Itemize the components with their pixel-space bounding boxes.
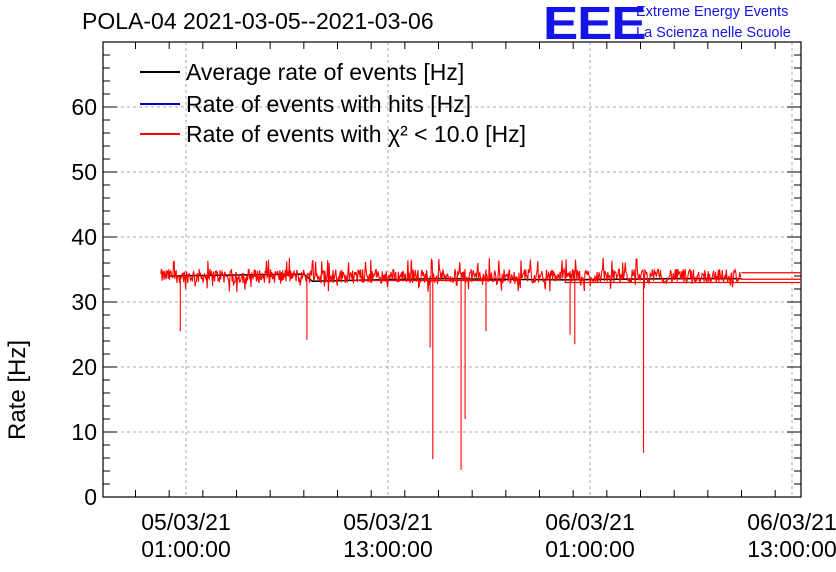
y-tick-label: 40 <box>71 224 97 250</box>
y-tick-label: 0 <box>84 484 97 510</box>
legend-label-2: Rate of events with χ² < 10.0 [Hz] <box>186 121 526 147</box>
logo-line-2: La Scienza nelle Scuole <box>636 25 791 41</box>
x-tick-label-date: 06/03/21 <box>747 509 836 535</box>
plot-frame <box>102 41 802 498</box>
chart-title: POLA-04 2021-03-05--2021-03-06 <box>82 8 434 34</box>
x-tick-label-time: 13:00:00 <box>747 536 836 562</box>
y-tick-label: 30 <box>71 289 97 315</box>
x-tick-label-date: 05/03/21 <box>343 509 433 535</box>
x-tick-label-time: 01:00:00 <box>141 536 231 562</box>
x-tick-label-time: 01:00:00 <box>545 536 635 562</box>
legend-label-0: Average rate of events [Hz] <box>186 59 464 85</box>
series-chi2-line <box>160 257 742 470</box>
y-tick-label: 60 <box>71 94 97 120</box>
y-tick-label: 20 <box>71 354 97 380</box>
x-tick-label-date: 05/03/21 <box>141 509 231 535</box>
y-tick-label: 10 <box>71 419 97 445</box>
y-tick-label: 50 <box>71 159 97 185</box>
x-tick-label-time: 13:00:00 <box>343 536 433 562</box>
y-axis-label: Rate [Hz] <box>4 339 31 440</box>
legend-label-1: Rate of events with hits [Hz] <box>186 91 471 117</box>
logo-line-1: Extreme Energy Events <box>636 4 789 20</box>
x-tick-label-date: 06/03/21 <box>545 509 635 535</box>
eee-logo: EEE <box>543 0 647 49</box>
